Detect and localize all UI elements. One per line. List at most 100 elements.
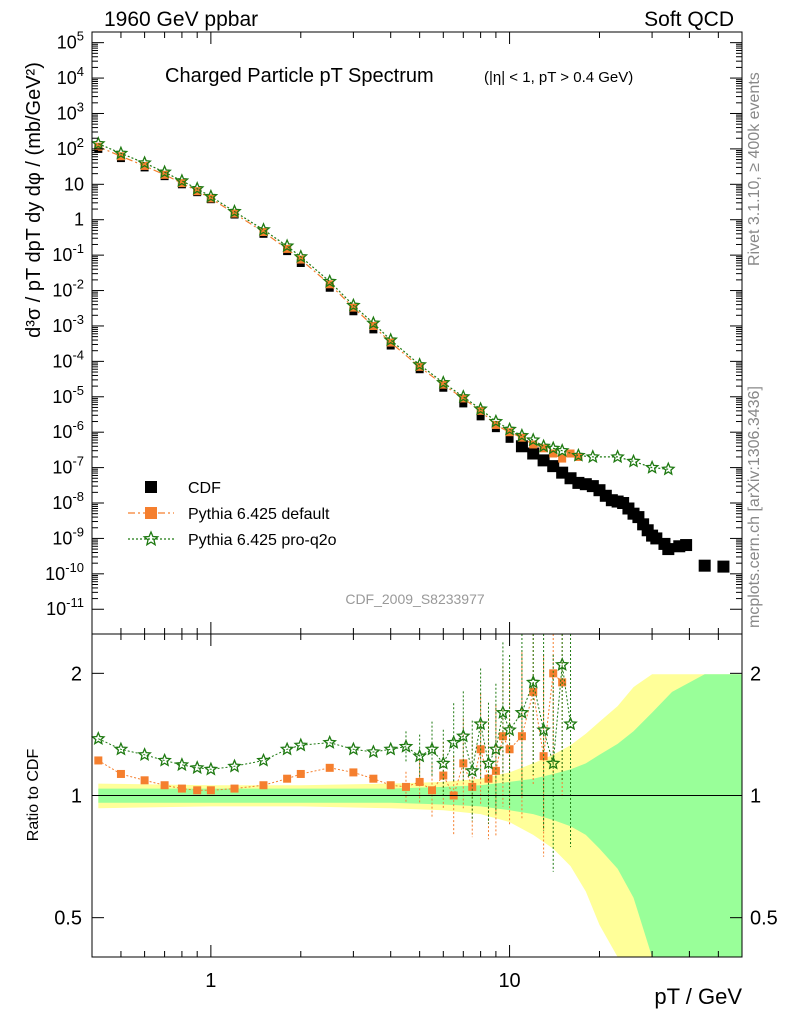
data-point-star <box>91 731 106 746</box>
data-point-star <box>91 136 106 151</box>
data-point-star <box>293 249 309 263</box>
data-point-star <box>346 741 361 756</box>
data-point-star <box>157 752 172 767</box>
y-tick-exponent: -10 <box>65 560 84 575</box>
data-point-star <box>137 747 152 761</box>
y-tick-label: 10-6 <box>52 418 84 442</box>
y-tick-exponent: -5 <box>72 383 84 398</box>
x-tick-label: 10 <box>498 970 520 992</box>
data-point-square <box>505 434 514 443</box>
data-point-square <box>369 774 378 783</box>
y-tick-label: 10-1 <box>52 241 84 265</box>
data-point-star <box>383 332 399 347</box>
data-point-square <box>529 440 538 449</box>
data-point-square <box>459 399 468 408</box>
data-point-square <box>662 543 675 556</box>
data-point-square <box>717 560 730 573</box>
data-point-star <box>279 741 295 756</box>
ratio-y-tick-label-right: 1 <box>750 786 761 808</box>
y-tick-label: 10-10 <box>45 560 84 584</box>
data-point-square <box>230 784 239 793</box>
data-point-square <box>491 766 500 775</box>
chart-subtitle: (|η| < 1, pT > 0.4 GeV) <box>484 69 633 86</box>
y-axis-label: d³σ / pT dpT dy dφ / (mb/GeV²) <box>23 62 45 338</box>
data-point-star <box>279 238 295 253</box>
y-tick-label: 10-5 <box>52 383 84 407</box>
mcplots-label: mcplots.cern.ch [arXiv:1306.3436] <box>746 386 763 628</box>
y-tick-exponent: -1 <box>72 241 84 256</box>
data-point-star <box>502 421 517 436</box>
y-tick-exponent: 5 <box>77 29 84 44</box>
data-point-star <box>366 744 381 759</box>
legend: CDF Pythia 6.425 default Pythia 6.425 pro-… <box>128 480 337 549</box>
data-point-square <box>459 394 468 403</box>
data-point-star <box>488 741 504 756</box>
data-point-star <box>661 461 676 476</box>
data-point-square <box>283 774 292 783</box>
chart-title: Charged Particle pT Spectrum <box>165 65 434 87</box>
header-right: Soft QCD <box>644 8 734 31</box>
main-plot-marks <box>91 136 730 573</box>
data-point-star <box>473 401 488 416</box>
data-point-star <box>455 728 471 743</box>
y-tick-label: 10-8 <box>52 489 84 513</box>
ratio-y-axis-label: Ratio to CDF <box>25 749 42 842</box>
data-point-star <box>412 748 428 763</box>
data-point-square <box>505 745 514 754</box>
data-point-square <box>193 786 202 795</box>
data-point-square <box>145 507 157 519</box>
axes: 1 1010-1110-1010-910-810-710-610-510-410-… <box>23 29 778 1009</box>
data-point-square <box>325 763 334 772</box>
data-point-square <box>386 781 395 790</box>
data-point-star <box>227 203 242 218</box>
data-point-star <box>525 674 541 689</box>
y-tick-exponent: -9 <box>72 524 84 539</box>
ratio-line-0 <box>98 672 563 797</box>
data-point-star <box>536 438 551 453</box>
series-line-2 <box>98 143 669 470</box>
y-tick-label: 10-3 <box>52 312 84 336</box>
data-point-square <box>517 732 526 741</box>
header-left: 1960 GeV ppbar <box>104 8 259 31</box>
y-tick-exponent: 4 <box>77 64 84 79</box>
data-point-star <box>227 758 242 773</box>
ratio-y-tick-label: 2 <box>71 663 82 685</box>
ratio-y-tick-label: 1 <box>71 786 82 808</box>
ratio-band-inner <box>98 674 742 957</box>
data-point-star <box>174 757 190 772</box>
data-point-square <box>428 786 437 795</box>
data-point-star <box>435 375 451 389</box>
y-tick-label: 10-4 <box>52 347 84 371</box>
data-point-square <box>698 559 711 572</box>
data-point-star <box>322 273 338 288</box>
y-tick-label: 10-9 <box>52 524 84 548</box>
data-point-square <box>537 454 550 467</box>
data-point-square <box>515 440 528 453</box>
legend-label: Pythia 6.425 default <box>188 506 330 523</box>
ratio-y-tick-label-right: 0.5 <box>750 908 778 930</box>
analysis-id: CDF_2009_S8233977 <box>345 591 485 607</box>
data-point-square <box>259 781 268 790</box>
y-tick-exponent: -6 <box>72 418 84 433</box>
data-point-star <box>545 755 561 770</box>
data-point-square <box>539 752 548 761</box>
data-point-star <box>113 145 129 160</box>
y-tick-label: 10-11 <box>46 595 84 619</box>
y-tick-exponent: -11 <box>66 595 84 610</box>
ratio-y-tick-label: 0.5 <box>54 908 82 930</box>
y-tick-exponent: -4 <box>72 347 84 362</box>
ratio-uncertainty-bands <box>98 674 742 957</box>
data-point-star <box>644 459 660 474</box>
y-tick-label: 102 <box>57 135 84 159</box>
data-point-square <box>206 194 215 203</box>
y-tick-label: 104 <box>57 64 84 88</box>
ratio-line-1 <box>98 664 571 772</box>
data-point-square <box>401 782 410 791</box>
data-point-square <box>484 774 493 783</box>
y-tick-exponent: 2 <box>77 135 84 150</box>
data-point-square <box>94 756 103 765</box>
data-point-star <box>545 440 561 455</box>
y-tick-label: 103 <box>57 99 84 123</box>
rivet-label: Rivet 3.1.10, ≥ 400k events <box>746 72 763 266</box>
data-point-star <box>424 741 440 756</box>
